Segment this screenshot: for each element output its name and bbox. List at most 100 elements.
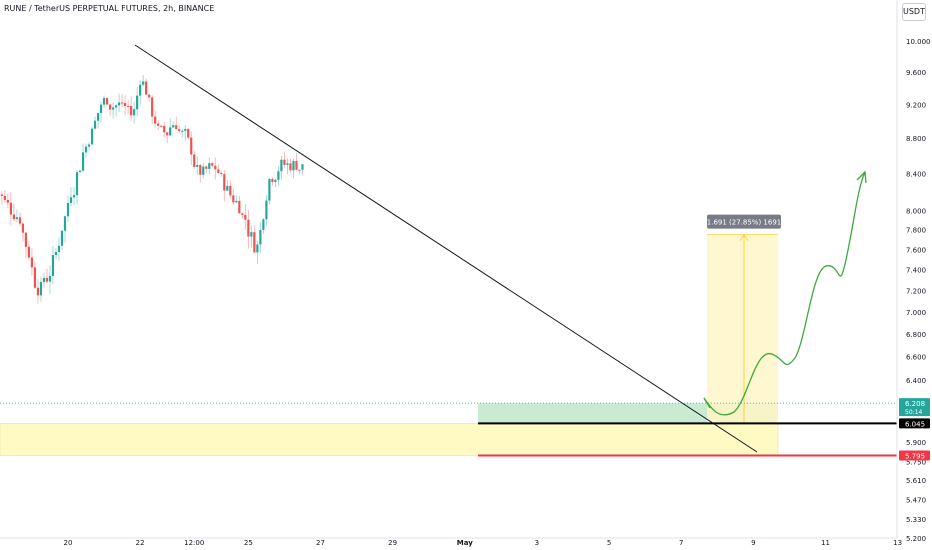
x-tick-label: 25 bbox=[244, 539, 253, 547]
y-tick-label: 5.330 bbox=[906, 516, 926, 524]
candle-body bbox=[151, 97, 154, 117]
candle-body bbox=[42, 277, 46, 282]
candle-body bbox=[205, 166, 208, 169]
projection-arrow-head bbox=[856, 170, 867, 184]
candle-body bbox=[48, 275, 52, 282]
x-tick-label: 22 bbox=[136, 539, 145, 547]
candle-body bbox=[18, 217, 22, 224]
candle-body bbox=[154, 116, 157, 124]
candle-body bbox=[117, 102, 121, 106]
candle-body bbox=[57, 245, 61, 252]
candle-body bbox=[250, 232, 253, 237]
candle-body bbox=[235, 200, 238, 203]
projection-start-tick bbox=[703, 397, 711, 409]
measure-label-bg bbox=[707, 214, 781, 229]
y-tick-label: 5.610 bbox=[906, 477, 926, 485]
candle-body bbox=[148, 94, 151, 98]
candle-body bbox=[262, 219, 265, 231]
candles-group bbox=[0, 75, 304, 304]
price-tag-label: 6.045 bbox=[905, 420, 925, 428]
y-tick-label: 8.400 bbox=[906, 170, 926, 178]
x-tick-label: 11 bbox=[821, 539, 830, 547]
candle-body bbox=[298, 169, 301, 171]
candle-body bbox=[136, 95, 139, 110]
candle-body bbox=[142, 81, 145, 85]
currency-button[interactable]: USDT bbox=[902, 3, 926, 21]
candle-body bbox=[96, 113, 100, 121]
candle-body bbox=[102, 98, 106, 105]
y-tick-label: 6.400 bbox=[906, 377, 926, 385]
candle-body bbox=[3, 195, 6, 200]
candle-body bbox=[229, 185, 232, 196]
candle-body bbox=[9, 202, 12, 215]
price-tag bbox=[899, 418, 930, 429]
candle-body bbox=[27, 246, 31, 258]
x-tick-label: 7 bbox=[679, 539, 683, 547]
symbol-title: RUNE / TetherUS PERPETUAL FUTURES, 2h, B… bbox=[4, 4, 215, 13]
y-tick-label: 10.000 bbox=[906, 38, 931, 46]
candle-body bbox=[87, 144, 91, 147]
candle-body bbox=[241, 213, 244, 215]
candle-body bbox=[247, 219, 250, 237]
candle-body bbox=[256, 244, 259, 253]
candle-body bbox=[0, 194, 3, 196]
y-tick-label: 7.600 bbox=[906, 246, 926, 254]
green-zone bbox=[478, 403, 778, 424]
candle-body bbox=[259, 230, 262, 245]
price-tag-countdown: 50:14 bbox=[905, 409, 922, 416]
y-tick-label: 8.800 bbox=[906, 135, 926, 143]
y-tick-label: 6.600 bbox=[906, 354, 926, 362]
candle-body bbox=[265, 200, 268, 220]
y-tick-label: 7.000 bbox=[906, 309, 926, 317]
candle-body bbox=[175, 125, 178, 130]
y-tick-label: 6.800 bbox=[906, 331, 926, 339]
candle-body bbox=[63, 216, 67, 231]
candle-body bbox=[295, 160, 298, 170]
candle-body bbox=[274, 179, 277, 182]
y-tick-label: 9.200 bbox=[906, 101, 926, 109]
candle-body bbox=[133, 109, 136, 116]
candle-body bbox=[172, 125, 175, 128]
trend-line bbox=[134, 44, 758, 453]
candle-body bbox=[190, 137, 193, 155]
candle-body bbox=[232, 195, 235, 203]
candle-body bbox=[289, 163, 292, 171]
candle-body bbox=[283, 159, 286, 165]
candle-body bbox=[66, 203, 70, 217]
candle-body bbox=[90, 128, 94, 145]
candle-body bbox=[286, 163, 289, 165]
projection-path bbox=[703, 171, 866, 416]
candle-body bbox=[127, 105, 130, 107]
candle-body bbox=[121, 102, 124, 104]
candle-body bbox=[130, 106, 133, 116]
y-tick-label: 8.000 bbox=[906, 208, 926, 216]
candle-body bbox=[220, 172, 223, 175]
demand-zone bbox=[0, 423, 779, 456]
candle-body bbox=[12, 214, 15, 220]
candle-body bbox=[21, 223, 25, 233]
y-tick-label: 7.400 bbox=[906, 267, 926, 275]
candle-body bbox=[45, 277, 49, 282]
x-tick-label: 29 bbox=[388, 539, 397, 547]
candle-body bbox=[51, 255, 55, 276]
y-tick-label: 5.900 bbox=[906, 439, 926, 447]
candle-body bbox=[217, 169, 220, 173]
candle-body bbox=[187, 128, 190, 138]
candle-body bbox=[33, 267, 37, 288]
candle-body bbox=[280, 159, 283, 172]
y-tick-label: 9.600 bbox=[906, 69, 926, 77]
measure-label: 1.691 (27.85%) 1691 bbox=[707, 219, 781, 227]
candle-body bbox=[15, 217, 19, 220]
candle-body bbox=[54, 251, 58, 256]
price-tag bbox=[899, 450, 930, 461]
candle-body bbox=[157, 123, 160, 126]
candle-body bbox=[160, 125, 163, 127]
candle-body bbox=[202, 166, 205, 175]
x-tick-label: May bbox=[457, 539, 473, 547]
candle-body bbox=[81, 152, 85, 171]
candle-body bbox=[196, 165, 199, 167]
y-tick-label: 7.200 bbox=[906, 288, 926, 296]
candle-body bbox=[36, 287, 40, 296]
